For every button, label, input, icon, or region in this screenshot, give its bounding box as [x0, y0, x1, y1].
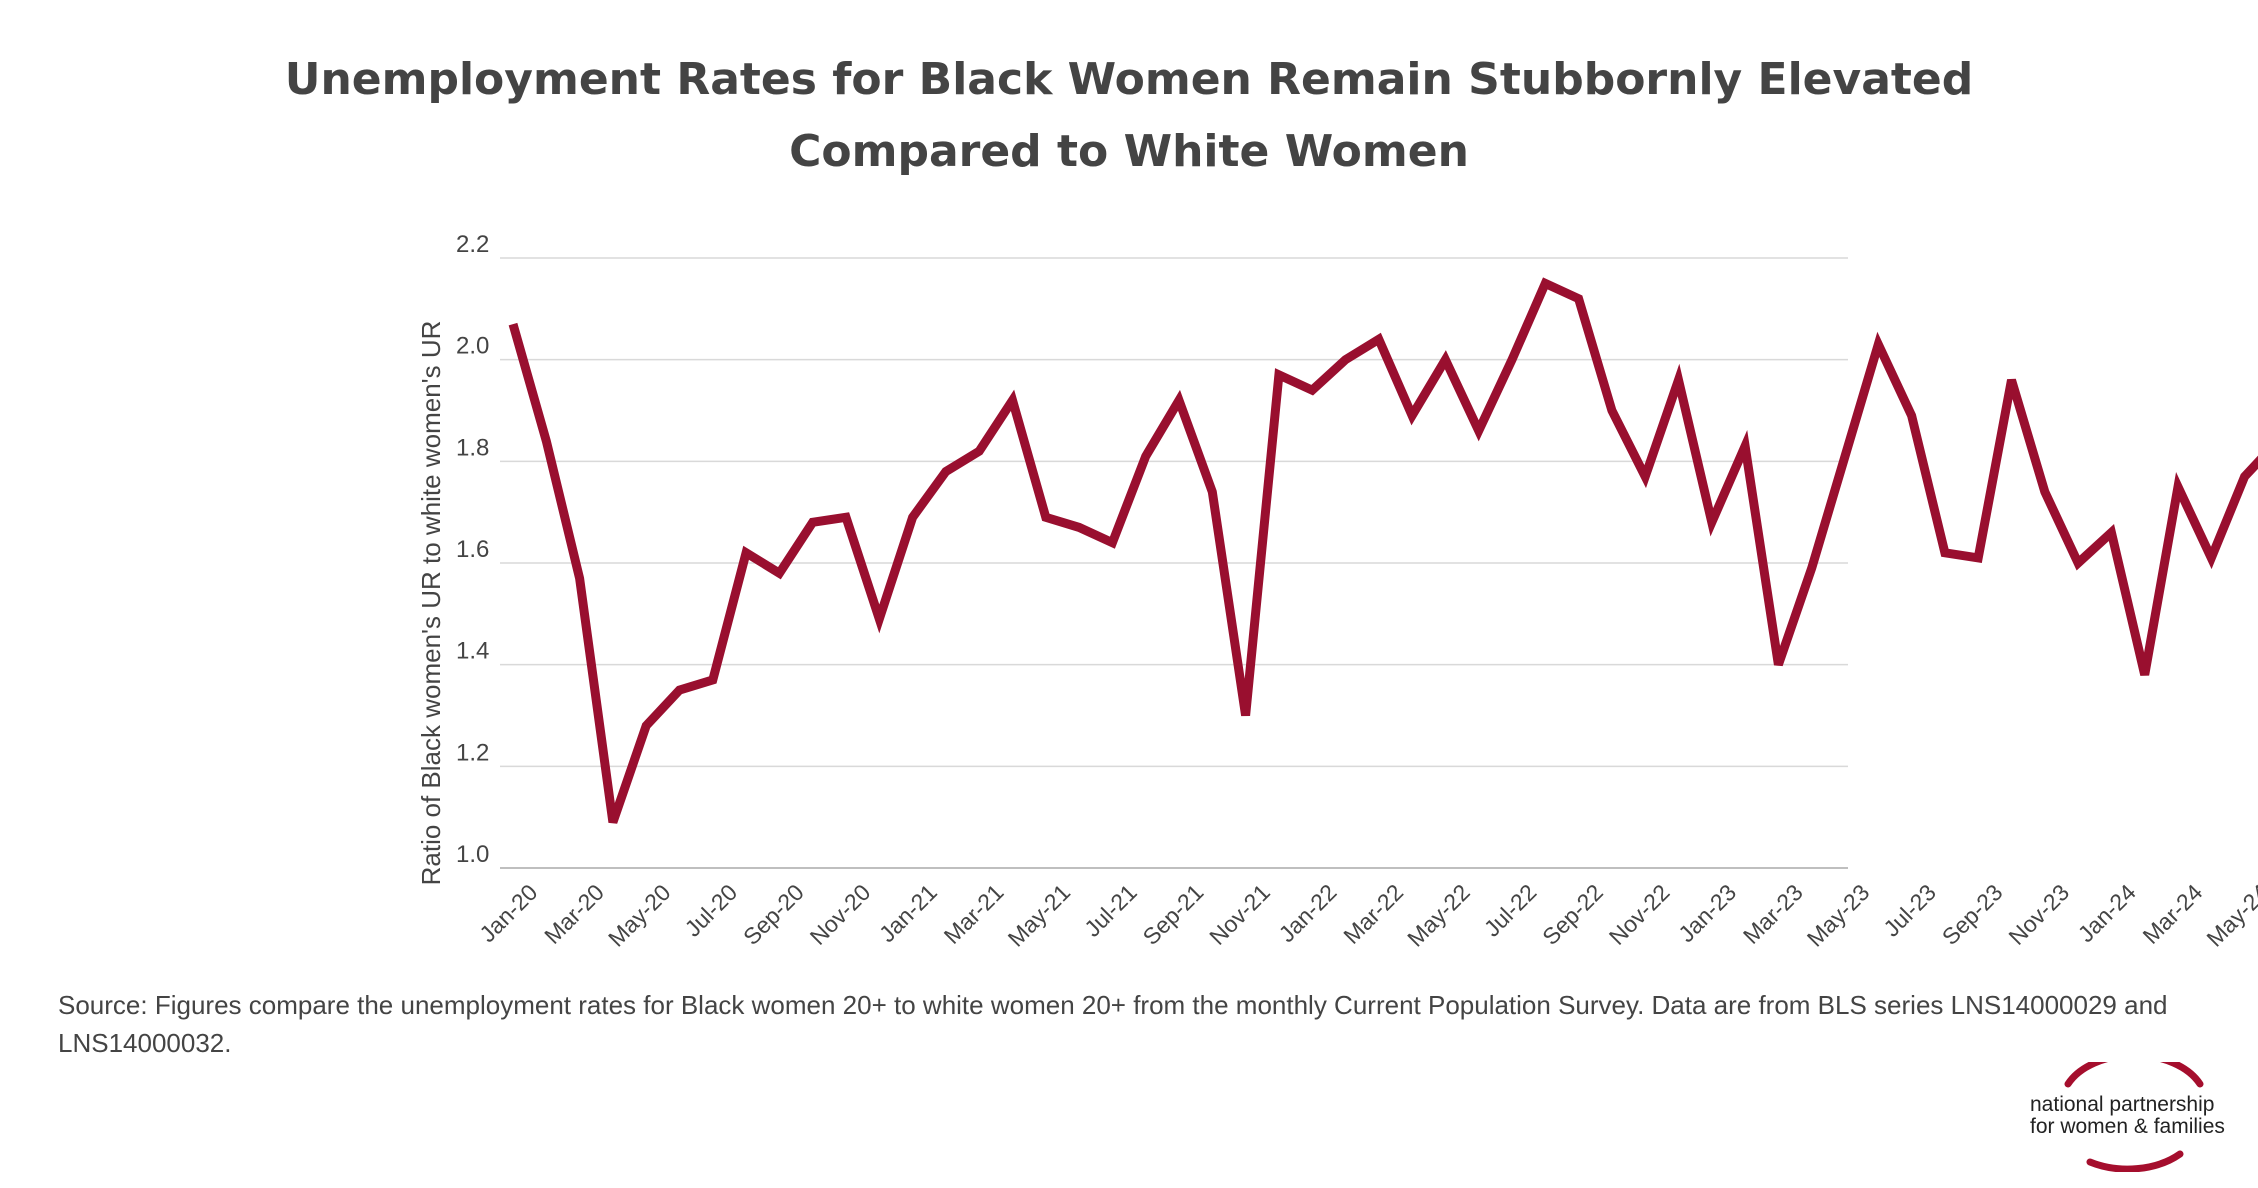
data-point	[945, 471, 946, 472]
data-point	[1545, 283, 1546, 284]
x-tick-label: Mar-20	[539, 879, 609, 949]
data-point	[1445, 359, 1446, 360]
logo-arc-icon	[2064, 1062, 2204, 1172]
data-point	[679, 690, 680, 691]
x-tick-label: Mar-22	[1338, 879, 1408, 949]
x-tick-label: Sep-23	[1937, 879, 2008, 950]
data-point	[746, 552, 747, 553]
data-point	[1079, 527, 1080, 528]
data-point	[1611, 410, 1612, 411]
x-tick-label: Nov-20	[805, 879, 876, 950]
data-point	[846, 517, 847, 518]
data-point	[1978, 557, 1979, 558]
data-point	[546, 441, 547, 442]
x-tick-label: Nov-22	[1604, 879, 1675, 950]
data-point	[979, 451, 980, 452]
x-tick-label: Jan-23	[1673, 879, 1741, 947]
data-point	[2211, 557, 2212, 558]
data-point	[1212, 491, 1213, 492]
data-point	[646, 725, 647, 726]
logo-line1: national partnership	[2030, 1093, 2215, 1116]
logo-text: national partnership for women & familie…	[2030, 1094, 2225, 1138]
data-point	[812, 522, 813, 523]
y-tick-label: 1.4	[456, 638, 489, 665]
x-tick-label: Jul-22	[1479, 879, 1542, 942]
chart-title-line2: Compared to White Women	[789, 126, 1469, 177]
x-tick-label: Mar-21	[939, 879, 1009, 949]
data-point	[2144, 674, 2145, 675]
data-point	[1312, 390, 1313, 391]
x-tick-label: Jan-21	[874, 879, 942, 947]
data-point	[1478, 430, 1479, 431]
data-point	[1678, 380, 1679, 381]
source-note: Source: Figures compare the unemployment…	[58, 990, 2168, 1058]
chart-title: Unemployment Rates for Black Women Remai…	[0, 44, 2258, 188]
x-tick-label: Jul-20	[680, 879, 743, 942]
data-point	[912, 517, 913, 518]
chart-title-line1: Unemployment Rates for Black Women Remai…	[284, 54, 1974, 105]
data-point	[1278, 374, 1279, 375]
data-point	[2111, 532, 2112, 533]
y-tick-label: 1.8	[456, 434, 489, 461]
data-point	[2078, 563, 2079, 564]
x-tick-label: Nov-23	[2003, 879, 2074, 950]
data-point	[1179, 400, 1180, 401]
y-tick-label: 1.6	[456, 536, 489, 563]
data-point	[879, 618, 880, 619]
y-tick-label: 1.0	[456, 841, 489, 868]
data-point	[1345, 359, 1346, 360]
data-point	[1112, 542, 1113, 543]
y-tick-label: 2.0	[456, 333, 489, 360]
x-tick-label: May-21	[1003, 879, 1076, 952]
x-tick-label: Sep-20	[738, 879, 809, 950]
x-tick-label: Jan-22	[1273, 879, 1341, 947]
x-tick-label: Jul-23	[1878, 879, 1941, 942]
data-point	[2011, 380, 2012, 381]
data-point	[1778, 664, 1779, 665]
y-tick-label: 1.2	[456, 739, 489, 766]
data-point	[1412, 415, 1413, 416]
data-point	[1911, 415, 1912, 416]
series-line	[508, 277, 2258, 824]
data-point	[1145, 456, 1146, 457]
data-point	[1944, 552, 1945, 553]
data-point	[1845, 456, 1846, 457]
y-tick-label: 2.2	[456, 231, 489, 258]
data-point	[2244, 476, 2245, 477]
data-point	[2044, 491, 2045, 492]
data-point	[2178, 486, 2179, 487]
data-point	[612, 822, 613, 823]
x-tick-label: May-20	[603, 879, 676, 952]
data-point	[1711, 522, 1712, 523]
data-point	[1745, 446, 1746, 447]
x-tick-label: Jan-20	[474, 879, 542, 947]
logo-line2: for women & families	[2030, 1115, 2225, 1138]
data-point	[1012, 400, 1013, 401]
x-tick-label: Nov-21	[1204, 879, 1275, 950]
x-tick-label: May-23	[1802, 879, 1875, 952]
data-point	[1512, 359, 1513, 360]
data-point	[1578, 298, 1579, 299]
x-tick-label: May-22	[1402, 879, 1475, 952]
data-point	[1645, 476, 1646, 477]
data-point	[1245, 715, 1246, 716]
data-point	[579, 578, 580, 579]
x-tick-label: Jul-21	[1079, 879, 1142, 942]
data-point	[1878, 344, 1879, 345]
data-point	[1811, 568, 1812, 569]
x-tick-label: Jan-24	[2073, 879, 2141, 947]
y-axis-label: Ratio of Black women's UR to white women…	[416, 321, 446, 886]
x-tick-label: Sep-22	[1537, 879, 1608, 950]
x-tick-label: May-24	[2201, 879, 2258, 952]
x-tick-label: Sep-21	[1138, 879, 1209, 950]
x-tick-label: Mar-24	[2138, 879, 2208, 949]
data-point	[513, 324, 514, 325]
data-point	[1378, 339, 1379, 340]
x-tick-label: Mar-23	[1738, 879, 1808, 949]
data-point	[712, 679, 713, 680]
organization-logo: national partnership for women & familie…	[2030, 1062, 2230, 1172]
data-point	[779, 573, 780, 574]
data-point	[1045, 517, 1046, 518]
